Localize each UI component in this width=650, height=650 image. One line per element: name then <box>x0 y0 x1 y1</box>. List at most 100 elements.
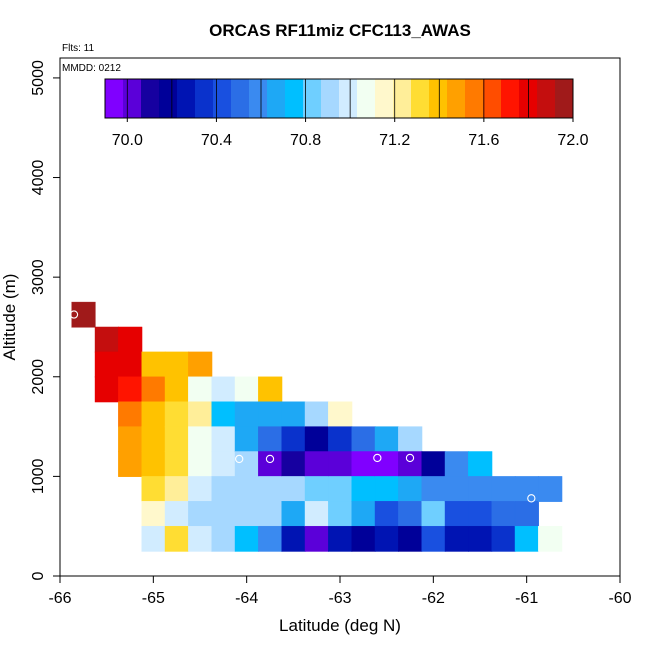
heatmap-cell <box>211 476 236 502</box>
heatmap-cell <box>141 525 166 552</box>
heatmap-cell <box>141 451 166 477</box>
sample-point <box>405 453 415 463</box>
sample-point <box>69 310 79 319</box>
heatmap-cell <box>71 301 96 328</box>
heatmap-cell <box>351 451 376 477</box>
colorbar-frame <box>104 78 574 119</box>
sample-point <box>235 454 244 464</box>
heatmap-cell <box>188 525 213 552</box>
heatmap-cell <box>164 525 189 552</box>
heatmap-cell <box>141 501 166 527</box>
heatmap-cell <box>141 476 166 502</box>
x-tick-label: -63 <box>328 590 351 607</box>
y-tick-label: 0 <box>30 571 47 580</box>
sample-point <box>373 453 382 463</box>
heatmap-cell <box>351 426 376 453</box>
heatmap-cell <box>188 476 213 502</box>
heatmap-cell <box>234 476 259 502</box>
heatmap-cell <box>304 426 329 453</box>
colorbar-segment <box>555 79 574 118</box>
heatmap-cell <box>374 451 399 477</box>
heatmap-cell <box>421 451 446 477</box>
heatmap-cell <box>491 501 516 527</box>
heatmap-cell <box>304 401 329 428</box>
y-tick-label: 1000 <box>30 458 47 494</box>
heatmap-cell <box>374 501 399 527</box>
heatmap-cell <box>188 401 213 428</box>
heatmap-cell <box>328 401 353 428</box>
colorbar-tick-label: 70.4 <box>201 132 232 149</box>
colorbar-segment <box>267 79 286 118</box>
heatmap-cell <box>514 501 539 527</box>
heatmap-cell <box>374 426 399 453</box>
colorbar-segment <box>213 79 232 118</box>
sample-point <box>186 554 195 563</box>
heatmap-cell <box>328 426 353 453</box>
heatmap-cell <box>281 451 306 477</box>
colorbar-segment <box>177 79 196 118</box>
heatmap-cell <box>351 525 376 552</box>
colorbar-segment <box>105 79 124 118</box>
colorbar-segment <box>123 79 142 118</box>
heatmap-cell <box>234 426 259 453</box>
heatmap-cell <box>468 451 493 477</box>
colorbar-tick-label: 71.6 <box>468 132 499 149</box>
colorbar: 70.0 70.4 70.8 71.2 71.6 72.0 <box>104 78 589 149</box>
sample-point <box>160 554 169 563</box>
sample-point <box>443 554 452 563</box>
heatmap-cell <box>234 525 259 552</box>
heatmap-cell <box>234 401 259 428</box>
heatmap-cell <box>281 476 306 502</box>
colorbar-segment <box>465 79 484 118</box>
heatmap-cell <box>468 476 493 502</box>
heatmap-cell <box>398 476 423 502</box>
colorbar-segment <box>357 79 376 118</box>
x-tick-label: -64 <box>235 590 258 607</box>
heatmap-cell <box>234 376 259 403</box>
heatmap-cell <box>281 525 306 552</box>
heatmap-cell <box>164 401 189 428</box>
heatmap-cell <box>514 525 539 552</box>
sample-point <box>265 454 275 464</box>
heatmap-cell <box>211 426 236 453</box>
heatmap-cell <box>211 376 236 403</box>
heatmap-cell <box>398 426 423 453</box>
heatmap-cell <box>141 426 166 453</box>
heatmap-cell <box>141 401 166 428</box>
y-tick-label: 2000 <box>30 359 47 395</box>
heatmap-cell <box>304 501 329 527</box>
heatmap-cell <box>188 501 213 527</box>
heatmap-cell <box>421 525 446 552</box>
heatmap-cell <box>398 451 423 477</box>
heatmap-cell <box>398 501 423 527</box>
sample-point <box>309 554 319 563</box>
heatmap-cell <box>141 351 166 378</box>
heatmap-cell <box>444 451 469 477</box>
heatmap-cell <box>281 501 306 527</box>
x-tick-label: -61 <box>515 590 538 607</box>
heatmap-cell <box>351 476 376 502</box>
heatmap-cell <box>258 476 283 502</box>
heatmap-cell <box>304 476 329 502</box>
heatmap-cell <box>258 376 283 403</box>
heatmap-cell <box>491 525 516 552</box>
heatmap-cell <box>164 376 189 403</box>
heatmap-cell <box>538 476 563 502</box>
colorbar-tick-label: 70.8 <box>290 132 321 149</box>
heatmap-cell <box>211 525 236 552</box>
colorbar-segment <box>339 79 358 118</box>
heatmap-cell <box>118 376 143 403</box>
heatmap-cell <box>328 451 353 477</box>
heatmap-cell <box>211 501 236 527</box>
colorbar-segment <box>411 79 430 118</box>
heatmap-cell <box>164 476 189 502</box>
heatmap-cell <box>374 525 399 552</box>
colorbar-tick-label: 72.0 <box>557 132 588 149</box>
x-tick-label: -60 <box>608 590 631 607</box>
y-axis: 0 1000 2000 3000 4000 5000 <box>30 60 61 580</box>
heatmap-cell <box>118 426 143 453</box>
heatmap-cell <box>94 351 119 378</box>
colorbar-segment <box>285 79 304 118</box>
heatmap-cell <box>164 451 189 477</box>
heatmap-cell <box>211 451 236 477</box>
